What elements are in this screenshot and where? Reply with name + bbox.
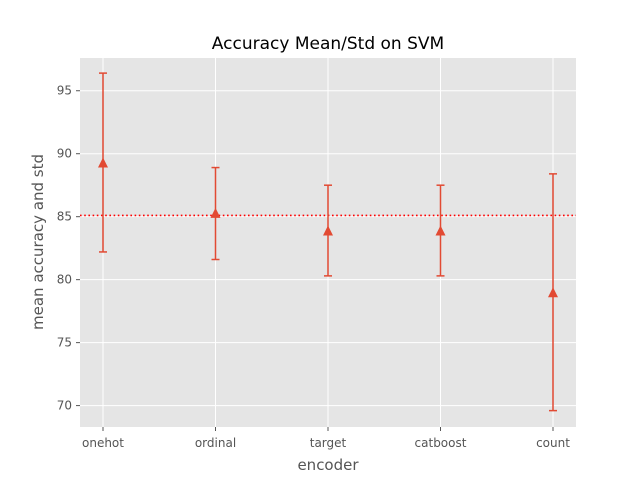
point-catboost bbox=[435, 225, 446, 236]
x-tick-label-target: target bbox=[310, 436, 347, 450]
point-count bbox=[548, 287, 558, 298]
x-tick-label-catboost: catboost bbox=[415, 436, 467, 450]
x-axis-label: encoder bbox=[297, 456, 359, 474]
point-ordinal bbox=[210, 207, 221, 218]
y-axis-label: mean accuracy and std bbox=[29, 154, 47, 330]
y-tick-label: 70 bbox=[57, 399, 72, 413]
y-tick-label: 85 bbox=[57, 210, 72, 224]
x-tick-label-onehot: onehot bbox=[82, 436, 124, 450]
y-tick-label: 95 bbox=[57, 84, 72, 98]
x-tick-label-ordinal: ordinal bbox=[195, 436, 236, 450]
y-tick-label: 75 bbox=[57, 336, 72, 350]
x-tick-label-count: count bbox=[536, 436, 570, 450]
y-tick-label: 80 bbox=[57, 273, 72, 287]
data-markers bbox=[98, 157, 558, 298]
chart-title: Accuracy Mean/Std on SVM bbox=[212, 34, 444, 54]
point-target bbox=[323, 225, 333, 236]
y-tick-label: 90 bbox=[57, 147, 72, 161]
x-axis-ticks: onehot ordinal target catboost count bbox=[82, 427, 570, 450]
point-onehot bbox=[98, 157, 108, 168]
y-axis-ticks: 70 75 80 85 90 95 bbox=[57, 84, 80, 413]
